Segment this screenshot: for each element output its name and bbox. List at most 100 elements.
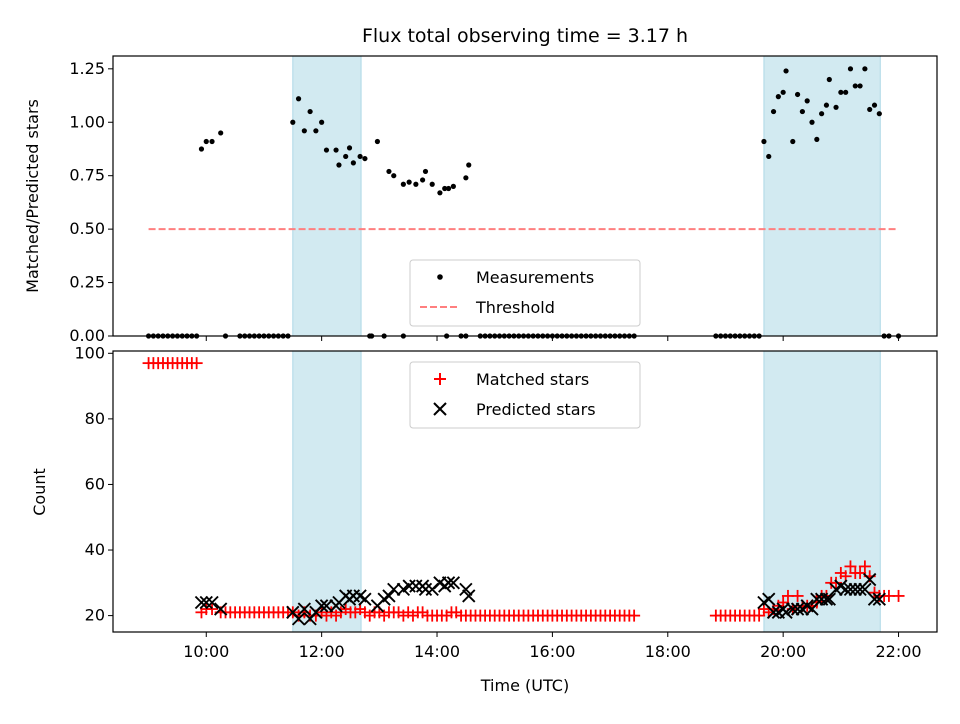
top-x-ticks bbox=[205, 336, 900, 341]
measurement-point bbox=[871, 102, 878, 108]
predicted-star-point bbox=[766, 605, 781, 619]
predicted-star-point bbox=[459, 582, 473, 597]
predicted-star-point bbox=[194, 595, 209, 610]
predicted-star-point bbox=[779, 605, 793, 619]
top-legend: Measurements Threshold bbox=[409, 259, 641, 327]
predicted-stars-points bbox=[194, 572, 886, 626]
legend-measurements-label: Measurements bbox=[476, 268, 594, 287]
shaded-interval bbox=[763, 350, 881, 633]
measurement-point bbox=[862, 66, 868, 72]
predicted-star-point bbox=[810, 592, 824, 606]
legend-measurements-marker bbox=[437, 274, 443, 280]
shaded-interval bbox=[763, 55, 881, 337]
measurement-point bbox=[362, 155, 368, 162]
measurement-point bbox=[857, 83, 863, 89]
bottom-legend-box bbox=[409, 361, 641, 429]
predicted-star-point bbox=[387, 582, 401, 597]
measurement-point bbox=[843, 89, 849, 95]
top-legend-box bbox=[409, 259, 641, 327]
predicted-star-point bbox=[358, 592, 372, 606]
measurement-point bbox=[374, 138, 381, 145]
matched-star-point bbox=[628, 609, 641, 622]
bottom-y-ticks: 20 40 60 80 100 bbox=[74, 343, 113, 625]
measurement-point bbox=[400, 181, 406, 187]
top-axes-frame bbox=[112, 55, 938, 337]
bottom-x-tick-label: 20:00 bbox=[760, 642, 806, 661]
predicted-star-point bbox=[291, 612, 306, 626]
top-panel: Flux total observing time = 3.17 h 0.000… bbox=[23, 25, 938, 345]
matched-star-point bbox=[854, 566, 867, 579]
top-y-tick-label: 0.50 bbox=[69, 219, 105, 238]
matched-star-point bbox=[830, 576, 843, 589]
measurement-point bbox=[463, 175, 469, 181]
predicted-star-point bbox=[441, 576, 456, 590]
measurement-point bbox=[445, 185, 452, 192]
bottom-y-tick-label: 100 bbox=[74, 343, 105, 362]
bottom-y-tick-label: 60 bbox=[85, 474, 105, 493]
top-shaded-regions bbox=[292, 55, 881, 337]
predicted-star-point bbox=[838, 582, 853, 597]
bottom-x-tick-label: 22:00 bbox=[875, 642, 921, 661]
measurement-point bbox=[783, 68, 789, 74]
predicted-star-point bbox=[790, 602, 805, 616]
measurement-point bbox=[766, 153, 772, 160]
measurement-point bbox=[867, 106, 873, 113]
measurement-point bbox=[761, 138, 767, 145]
measurement-point bbox=[313, 128, 319, 134]
measurement-point bbox=[391, 173, 397, 179]
measurement-point bbox=[323, 147, 330, 153]
matched-star-point bbox=[844, 560, 857, 573]
measurement-point bbox=[301, 128, 307, 134]
measurement-point bbox=[819, 111, 825, 117]
bottom-x-tick-label: 14:00 bbox=[414, 642, 460, 661]
bottom-x-tick-label: 18:00 bbox=[645, 642, 691, 661]
bottom-x-ticks: 10:00 12:00 14:00 16:00 18:00 20:00 22:00 bbox=[183, 632, 922, 661]
predicted-star-point bbox=[205, 595, 219, 610]
measurement-point bbox=[437, 190, 443, 196]
measurement-point bbox=[336, 162, 342, 168]
measurement-point bbox=[307, 108, 313, 115]
predicted-star-point bbox=[863, 572, 877, 587]
measurement-point bbox=[814, 136, 820, 142]
legend-matched-label: Matched stars bbox=[476, 370, 589, 389]
measurement-point bbox=[319, 119, 325, 125]
predicted-star-point bbox=[843, 582, 858, 597]
measurement-point bbox=[790, 138, 796, 145]
measurement-point bbox=[780, 89, 786, 95]
bottom-x-tick-label: 10:00 bbox=[183, 642, 229, 661]
measurement-point bbox=[823, 102, 830, 108]
measurement-point bbox=[203, 138, 209, 145]
measurement-point bbox=[346, 145, 353, 151]
legend-predicted-marker bbox=[433, 402, 447, 416]
measurement-point bbox=[350, 160, 356, 166]
measurement-point bbox=[343, 153, 349, 160]
bottom-panel: 20 40 60 80 100 10:00 12:00 14:00 16:00 18:00 20:… bbox=[30, 343, 938, 695]
predicted-star-point bbox=[319, 599, 334, 613]
predicted-star-point bbox=[786, 602, 800, 616]
measurement-point bbox=[804, 98, 810, 104]
predicted-star-point bbox=[872, 592, 886, 606]
predicted-star-point bbox=[314, 599, 329, 613]
legend-matched-marker bbox=[434, 373, 446, 385]
predicted-star-point bbox=[199, 595, 213, 610]
measurement-point bbox=[775, 94, 781, 100]
legend-threshold-label: Threshold bbox=[475, 298, 555, 317]
top-y-tick-label: 0.75 bbox=[69, 166, 105, 185]
legend-predicted-label: Predicted stars bbox=[476, 400, 596, 419]
predicted-star-point bbox=[214, 602, 228, 616]
predicted-star-point bbox=[762, 592, 776, 606]
measurement-point bbox=[847, 66, 854, 72]
measurement-point bbox=[826, 76, 832, 83]
predicted-star-point bbox=[446, 576, 461, 590]
measurement-point bbox=[290, 119, 296, 125]
measurement-point bbox=[852, 83, 858, 89]
matched-star-point bbox=[753, 609, 766, 622]
measurement-point bbox=[442, 185, 448, 192]
top-chart-title: Flux total observing time = 3.17 h bbox=[362, 25, 688, 47]
measurement-point bbox=[876, 111, 882, 117]
measurement-point bbox=[794, 91, 801, 98]
bottom-x-axis-label: Time (UTC) bbox=[480, 676, 569, 695]
measurement-point bbox=[833, 104, 839, 110]
measurement-point bbox=[420, 177, 426, 183]
predicted-star-point bbox=[382, 589, 396, 603]
